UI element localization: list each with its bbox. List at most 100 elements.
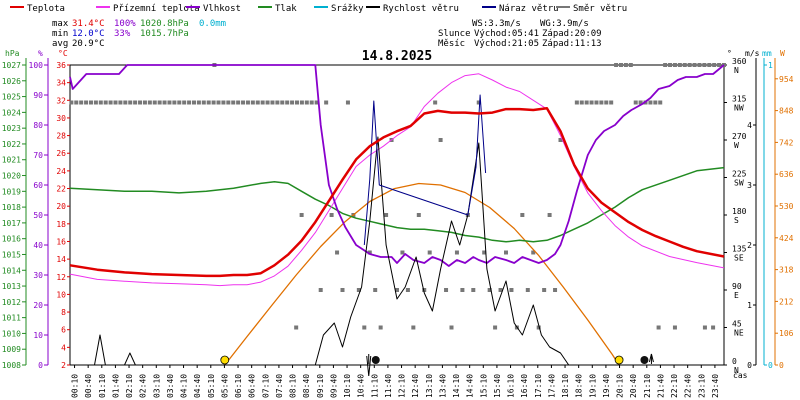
wind-dir-point xyxy=(245,100,250,105)
series-line xyxy=(69,73,725,287)
dir-tick-cardinal: SE xyxy=(734,254,744,263)
wind-dir-point xyxy=(653,100,658,105)
x-tick-label: 00:10 xyxy=(71,374,80,398)
x-tick-label: 21:40 xyxy=(656,374,665,398)
x-tick-label: 13:40 xyxy=(438,374,447,398)
hpa-tick-label: 1016 xyxy=(2,235,21,244)
wind-dir-point xyxy=(172,100,177,105)
temp-tick-label: 20 xyxy=(56,202,66,211)
temp-tick-label: 24 xyxy=(56,167,66,176)
wind-dir-point xyxy=(411,325,416,330)
sun-rise: Východ:05:41 xyxy=(474,29,539,39)
wind-dir-point xyxy=(103,100,108,105)
wind-dir-point xyxy=(345,100,350,105)
wind-dir-point xyxy=(422,288,427,292)
hpa-tick-label: 1021 xyxy=(2,156,21,165)
legend-label: Vlhkost xyxy=(203,4,241,14)
pct-tick-label: 20 xyxy=(33,301,43,310)
stat-min-press: 1015.7hPa xyxy=(140,29,189,39)
wind-dir-point xyxy=(594,100,599,105)
wind-dir-point xyxy=(707,63,712,67)
wind-dir-point xyxy=(206,100,211,105)
wind-dir-point xyxy=(93,100,98,105)
x-tick-label: 20:10 xyxy=(616,374,625,398)
wind-dir-point xyxy=(373,288,378,292)
temp-tick-label: 28 xyxy=(56,132,66,141)
chart-legend: Teplota Přízemní teplota Vlhkost Tlak Srážky… xyxy=(10,4,627,14)
wind-dir-point xyxy=(433,100,438,105)
wind-dir-point xyxy=(299,100,304,105)
wind-dir-point xyxy=(133,100,138,105)
x-tick-label: 10:10 xyxy=(343,374,352,398)
wind-dir-point xyxy=(648,100,653,105)
wind-dir-point xyxy=(542,288,547,292)
wind-dir-point xyxy=(98,100,103,105)
stat-max-press: 1020.8hPa xyxy=(140,19,189,29)
x-tick-label: 02:10 xyxy=(125,374,134,398)
wind-dir-point xyxy=(241,100,246,105)
x-tick-label: 11:10 xyxy=(370,374,379,398)
wind-dir-point xyxy=(250,100,255,105)
wind-dir-point xyxy=(211,100,216,105)
hpa-tick-label: 1012 xyxy=(2,298,21,307)
stat-max-rain: 0.0mm xyxy=(199,19,226,29)
wind-dir-point xyxy=(378,325,383,330)
wind-dir-point xyxy=(438,138,443,142)
wind-dir-point xyxy=(340,288,345,292)
wind-dir-point xyxy=(294,325,299,330)
wind-dir-point xyxy=(265,100,270,105)
dir-tick-cardinal: NE xyxy=(734,329,744,338)
wind-dir-point xyxy=(231,100,236,105)
dir-tick-label: 360 xyxy=(732,57,747,66)
wm2-tick-label: 848 xyxy=(779,107,794,116)
wind-dir-point xyxy=(416,213,421,217)
wm2-tick-label: 742 xyxy=(779,138,794,147)
stat-max-hum: 100% xyxy=(114,19,136,29)
wind-dir-point xyxy=(672,63,677,67)
wind-dir-point xyxy=(628,63,633,67)
x-tick-label: 19:40 xyxy=(602,374,611,398)
astro-panel: WS:3.3m/s WG:3.9m/s Slunce Východ:05:41 … xyxy=(438,19,602,49)
wind-dir-point xyxy=(454,250,459,255)
series-line xyxy=(70,136,724,366)
temp-tick-label: 10 xyxy=(56,290,66,299)
hpa-tick-label: 1014 xyxy=(2,266,21,275)
wind-dir-point xyxy=(142,100,147,105)
x-tick-label: 14:10 xyxy=(452,374,461,398)
wm2-tick-label: 0 xyxy=(779,361,784,370)
series-line xyxy=(69,64,725,267)
ms-tick-label: 0 xyxy=(747,361,752,370)
x-tick-label: 12:40 xyxy=(411,374,420,398)
temp-tick-label: 6 xyxy=(61,326,66,335)
wind-dir-point xyxy=(216,100,221,105)
wm2-tick-label: 106 xyxy=(779,329,794,338)
wind-dir-point xyxy=(384,213,389,217)
wind-dir-point xyxy=(623,63,628,67)
wind-dir-point xyxy=(147,100,152,105)
x-tick-label: 20:40 xyxy=(629,374,638,398)
x-tick-label: 05:40 xyxy=(220,374,229,398)
wind-dir-point xyxy=(712,63,717,67)
wind-dir-point xyxy=(536,325,541,330)
x-tick-label: 18:10 xyxy=(561,374,570,398)
dir-tick-cardinal: E xyxy=(734,291,739,300)
stat-max-temp: 31.4°C xyxy=(72,19,105,29)
x-tick-label: 14:40 xyxy=(466,374,475,398)
wind-dir-point xyxy=(509,288,514,292)
wind-dir-point xyxy=(299,213,304,217)
wind-dir-point xyxy=(638,100,643,105)
series-line xyxy=(224,182,620,366)
wind-dir-point xyxy=(604,100,609,105)
x-tick-label: 22:40 xyxy=(684,374,693,398)
mm-axis-unit: mm xyxy=(762,49,772,58)
wind-dir-point xyxy=(324,100,329,105)
temp-tick-label: 36 xyxy=(56,61,66,70)
dir-axis-unit: ° xyxy=(727,49,732,58)
wind-dir-point xyxy=(255,100,260,105)
hpa-tick-label: 1024 xyxy=(2,108,21,117)
x-tick-label: 09:10 xyxy=(316,374,325,398)
moon-rise: Východ:21:05 xyxy=(474,39,539,49)
legend-label: Rychlost větru xyxy=(383,4,459,14)
pct-tick-label: 70 xyxy=(33,151,43,160)
x-tick-label: 05:10 xyxy=(207,374,216,398)
